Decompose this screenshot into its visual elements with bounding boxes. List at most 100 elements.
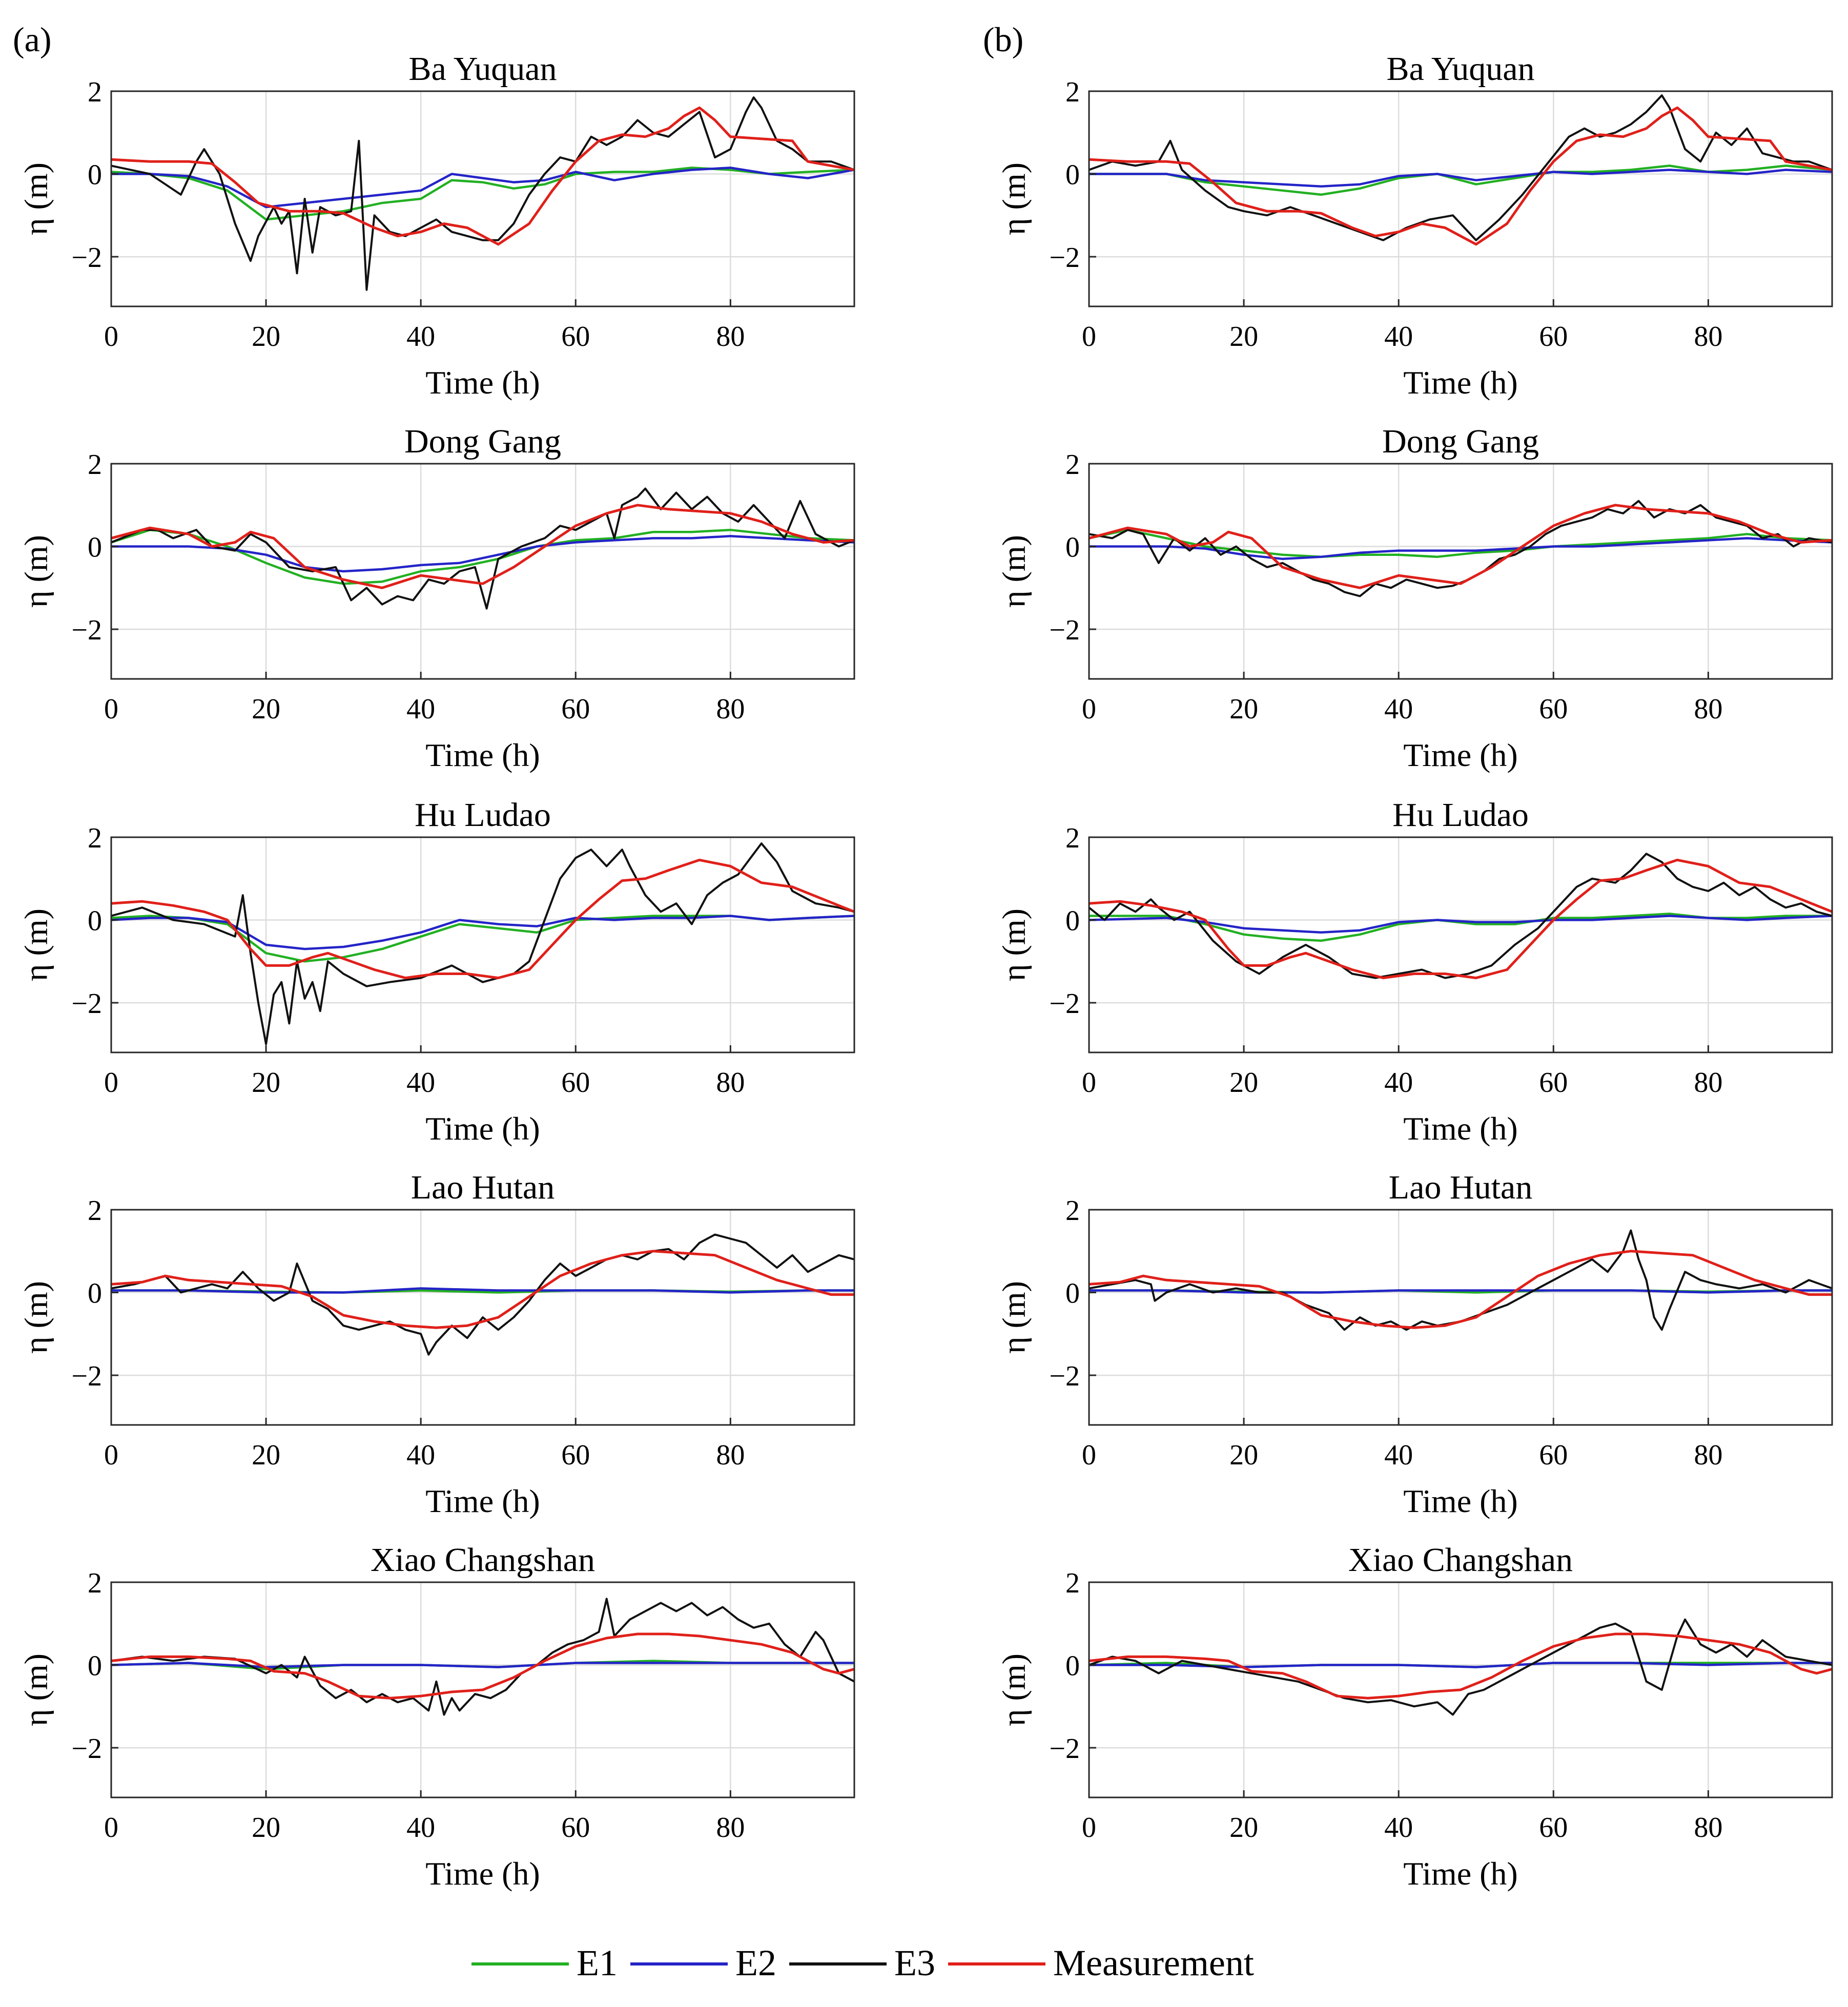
chart-b-xiao-changshan: 0 20 40 60 80 −2 0 2 Xiao Changshan Time (h) η (m)	[996, 1541, 1833, 1892]
x-tick-label: 60	[1539, 1812, 1568, 1844]
series-line-e3	[111, 1598, 854, 1716]
y-tick-label: 0	[1065, 532, 1080, 564]
chart-title: Lao Hutan	[1389, 1169, 1532, 1206]
y-tick-label: 2	[88, 822, 102, 854]
x-tick-label: 20	[1229, 693, 1258, 725]
y-tick-label: 2	[88, 1567, 102, 1599]
x-tick-label: 40	[1384, 1067, 1413, 1099]
y-tick-label: −2	[71, 988, 102, 1020]
series-line-e1	[111, 167, 854, 221]
x-tick-label: 0	[104, 1067, 118, 1099]
x-axis-label: Time (h)	[425, 1855, 540, 1892]
axes-frame	[110, 1581, 855, 1798]
series-line-e2	[111, 167, 854, 209]
y-tick-label: −2	[1049, 1733, 1080, 1765]
y-tick-label: 0	[1065, 159, 1080, 191]
series-group	[1089, 1229, 1832, 1331]
y-axis-label: η (m)	[18, 535, 54, 608]
series-group	[1089, 853, 1832, 980]
y-tick-label: −2	[71, 614, 102, 646]
legend-item-e2: E2	[630, 1942, 776, 1983]
series-line-measurement	[111, 1250, 854, 1329]
series-line-e2	[1089, 169, 1832, 188]
y-tick-label: −2	[1049, 988, 1080, 1020]
axes-frame	[1088, 463, 1833, 680]
x-tick-label: 20	[1229, 1812, 1258, 1844]
x-tick-label: 80	[1694, 1067, 1722, 1099]
chart-title: Xiao Changshan	[1348, 1541, 1573, 1579]
y-tick-label: −2	[1049, 614, 1080, 646]
y-tick-label: 0	[88, 1278, 102, 1310]
x-tick-label: 80	[1694, 321, 1722, 353]
chart-title: Dong Gang	[404, 423, 561, 460]
series-line-measurement	[1089, 858, 1832, 980]
panel-labels: (a) (b)	[13, 20, 1023, 59]
y-axis-label: η (m)	[18, 908, 54, 981]
y-tick-label: 2	[1065, 822, 1080, 854]
chart-title: Ba Yuquan	[408, 50, 557, 88]
x-axis-label: Time (h)	[1403, 737, 1517, 773]
y-tick-label: 0	[88, 905, 102, 937]
x-tick-label: 0	[104, 1439, 118, 1471]
x-tick-label: 80	[716, 321, 745, 353]
x-tick-label: 20	[252, 321, 280, 353]
y-tick-label: 2	[88, 1195, 102, 1227]
series-group	[111, 842, 854, 1045]
x-axis-label: Time (h)	[1403, 1110, 1517, 1147]
chart-title: Lao Hutan	[411, 1169, 555, 1206]
x-tick-label: 60	[1539, 693, 1568, 725]
y-axis-label: η (m)	[996, 162, 1032, 235]
x-tick-label: 60	[1539, 1067, 1568, 1099]
series-line-measurement	[1089, 106, 1832, 246]
series-group	[1089, 94, 1832, 246]
x-tick-label: 0	[1082, 1439, 1096, 1471]
chart-b-dong-gang: 0 20 40 60 80 −2 0 2 Dong Gang Time (h) η (m)	[996, 423, 1833, 773]
x-tick-label: 40	[406, 321, 435, 353]
chart-a-dong-gang: 0 20 40 60 80 −2 0 2 Dong Gang Time (h) η (m)	[18, 423, 855, 773]
y-axis-label: η (m)	[18, 1281, 54, 1354]
series-line-e3	[1089, 94, 1832, 241]
x-tick-label: 0	[1082, 1067, 1096, 1099]
legend-item-e1: E1	[471, 1942, 618, 1983]
x-tick-label: 60	[1539, 321, 1568, 353]
series-line-e2	[111, 1287, 854, 1294]
series-line-e2	[1089, 915, 1832, 934]
x-tick-label: 20	[1229, 1067, 1258, 1099]
x-tick-label: 60	[561, 1067, 590, 1099]
series-group	[111, 96, 854, 291]
series-line-measurement	[111, 858, 854, 980]
y-tick-label: 0	[1065, 1278, 1080, 1310]
x-tick-label: 20	[252, 1067, 280, 1099]
legend-label: Measurement	[1053, 1942, 1254, 1983]
x-axis-label: Time (h)	[425, 1110, 540, 1147]
x-tick-label: 60	[561, 321, 590, 353]
x-tick-label: 40	[1384, 693, 1413, 725]
x-tick-label: 20	[252, 1812, 280, 1844]
y-axis-label: η (m)	[996, 908, 1032, 981]
x-tick-label: 80	[1694, 1812, 1722, 1844]
series-line-measurement	[1089, 504, 1832, 589]
x-tick-label: 80	[716, 1812, 745, 1844]
x-tick-label: 60	[1539, 1439, 1568, 1471]
x-tick-label: 80	[716, 1067, 745, 1099]
series-group	[1089, 500, 1832, 597]
panel-label-a: (a)	[13, 20, 51, 59]
y-axis-label: η (m)	[996, 1653, 1032, 1726]
y-tick-label: 0	[88, 159, 102, 191]
y-tick-label: −2	[1049, 242, 1080, 274]
y-tick-label: −2	[1049, 1360, 1080, 1392]
panel-label-b: (b)	[983, 20, 1023, 59]
chart-title: Hu Ludao	[1392, 796, 1529, 834]
axes-frame	[1088, 90, 1833, 307]
x-axis-label: Time (h)	[425, 737, 540, 773]
axes-frame	[1088, 1581, 1833, 1798]
axes-frame	[110, 463, 855, 680]
x-tick-label: 40	[1384, 1812, 1413, 1844]
x-tick-label: 40	[406, 1439, 435, 1471]
chart-a-hu-ludao: 0 20 40 60 80 −2 0 2 Hu Ludao Time (h) η (m)	[18, 796, 855, 1147]
x-tick-label: 60	[561, 1812, 590, 1844]
x-tick-label: 20	[252, 693, 280, 725]
y-tick-label: −2	[71, 1360, 102, 1392]
series-line-e2	[1089, 537, 1832, 561]
